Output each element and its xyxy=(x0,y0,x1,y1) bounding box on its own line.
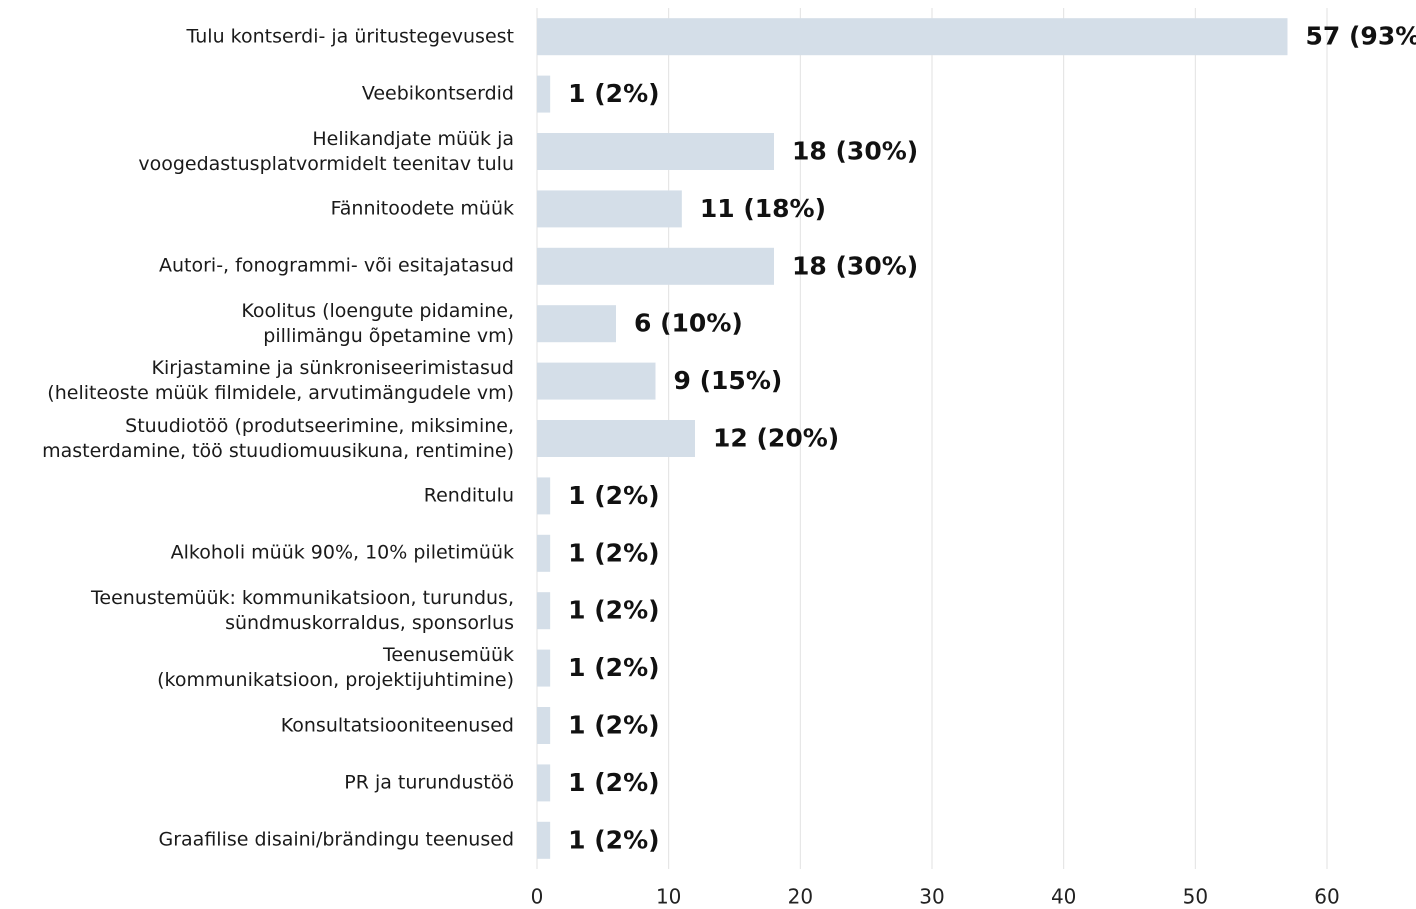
value-label: 1 (2%) xyxy=(568,538,659,567)
x-tick-label: 60 xyxy=(1314,885,1339,909)
category-label: Autori-, fonogrammi- või esitajatasud xyxy=(159,254,514,277)
category-label: PR ja turundustöö xyxy=(344,771,514,794)
bar xyxy=(537,305,616,343)
bar xyxy=(537,534,551,572)
bar xyxy=(537,75,551,113)
category-label: Veebikontserdid xyxy=(361,82,514,105)
value-label: 18 (30%) xyxy=(792,251,918,280)
value-label: 1 (2%) xyxy=(568,79,659,108)
bar xyxy=(537,420,695,457)
category-label: Konsultatsiooniteenused xyxy=(280,714,514,736)
x-tick-label: 0 xyxy=(531,885,544,909)
value-label: 1 (2%) xyxy=(568,768,659,797)
category-label: Graafilise disaini/brändingu teenused xyxy=(158,828,515,851)
bar xyxy=(537,707,551,744)
category-label: Stuudiotöö (produtseerimine, miksimine, … xyxy=(42,414,514,462)
x-tick-label: 30 xyxy=(919,885,944,909)
category-label: Renditulu xyxy=(423,484,514,507)
value-label: 6 (10%) xyxy=(634,309,743,338)
bar xyxy=(537,247,774,285)
bar xyxy=(537,133,774,170)
value-label: 11 (18%) xyxy=(700,194,826,223)
category-label: Koolitus (loengute pidamine, pillimängu … xyxy=(241,299,514,347)
category-label: Kirjastamine ja sünkroniseerimistasud (h… xyxy=(47,357,514,405)
bar xyxy=(537,592,551,630)
x-tick-label: 40 xyxy=(1051,885,1076,909)
value-label: 1 (2%) xyxy=(568,653,659,682)
bar xyxy=(537,362,656,400)
x-tick-label: 10 xyxy=(656,885,681,909)
value-label: 1 (2%) xyxy=(568,596,659,625)
category-label: Alkoholi müük 90%, 10% piletimüük xyxy=(170,541,514,564)
value-label: 12 (20%) xyxy=(713,424,839,453)
bar xyxy=(537,764,551,802)
value-label: 1 (2%) xyxy=(568,825,659,854)
bar xyxy=(537,649,551,687)
bar xyxy=(537,190,682,228)
category-label: Helikandjate müük ja voogedastusplatvorm… xyxy=(138,127,514,175)
value-label: 1 (2%) xyxy=(568,711,659,740)
category-label: Tulu kontserdi- ja üritustegevusest xyxy=(186,25,514,48)
category-label: Teenusemüük (kommunikatsioon, projektiju… xyxy=(157,644,514,692)
bar xyxy=(537,477,551,515)
value-label: 9 (15%) xyxy=(674,366,783,395)
value-label: 57 (93%) xyxy=(1306,22,1416,51)
value-label: 1 (2%) xyxy=(568,481,659,510)
category-label: Teenustemüük: kommunikatsioon, turundus,… xyxy=(91,586,514,634)
bar xyxy=(537,18,1288,56)
value-label: 18 (30%) xyxy=(792,137,918,166)
x-tick-label: 50 xyxy=(1183,885,1208,909)
bar xyxy=(537,821,551,859)
x-tick-label: 20 xyxy=(788,885,813,909)
category-label: Fännitoodete müük xyxy=(330,197,514,220)
